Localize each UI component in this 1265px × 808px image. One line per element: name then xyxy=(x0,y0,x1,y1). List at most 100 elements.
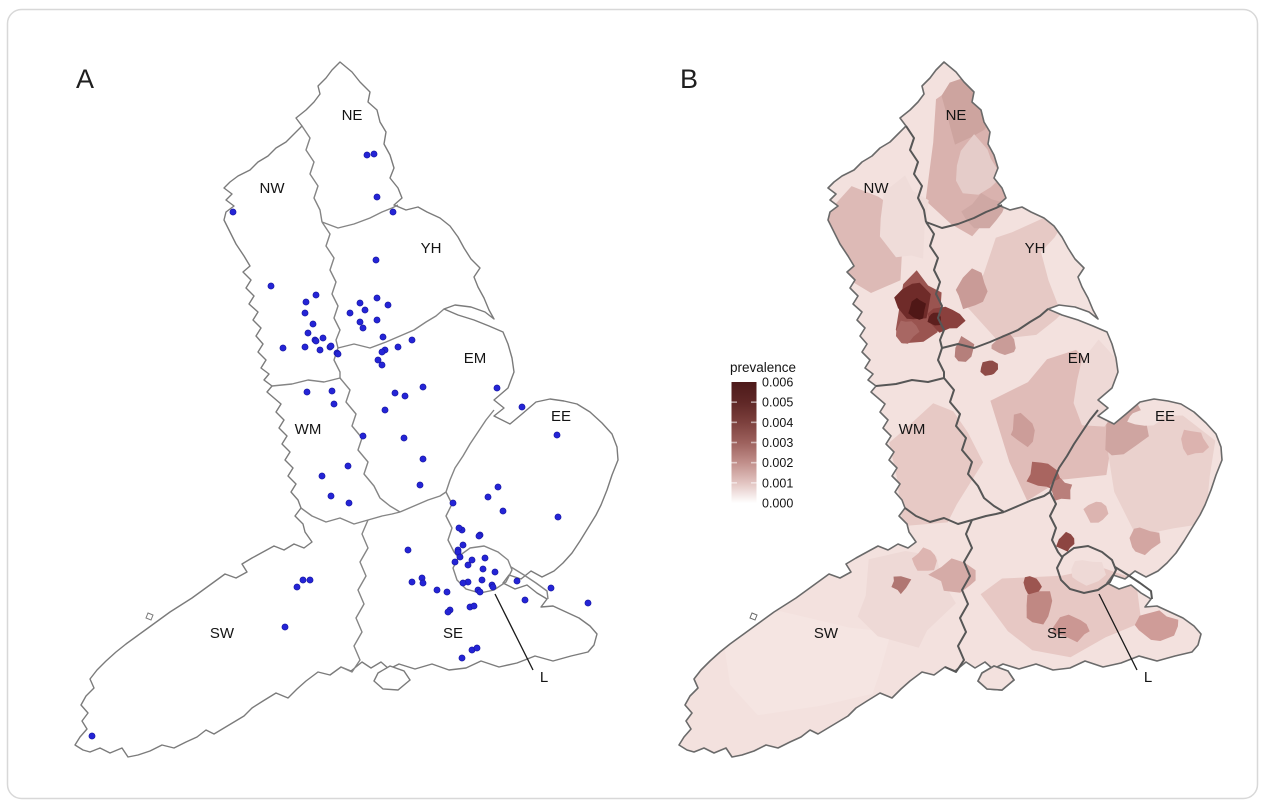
study-site-dot xyxy=(328,493,334,499)
study-site-dot xyxy=(460,542,466,548)
study-site-dot xyxy=(300,577,306,583)
study-site-dot xyxy=(490,584,496,590)
study-site-dot xyxy=(456,525,462,531)
study-site-dot xyxy=(374,295,380,301)
region-label-em: EM xyxy=(1068,350,1091,367)
study-site-dot xyxy=(302,344,308,350)
study-site-dot xyxy=(514,578,520,584)
region-label-sw: SW xyxy=(814,625,839,642)
study-site-dot xyxy=(500,508,506,514)
region-label-wm: WM xyxy=(899,421,926,438)
region-label-sw: SW xyxy=(210,625,235,642)
legend-tick-label: 0.002 xyxy=(762,456,793,470)
study-site-dot xyxy=(360,325,366,331)
study-site-dot xyxy=(230,209,236,215)
study-site-dot xyxy=(382,407,388,413)
study-site-dot xyxy=(401,435,407,441)
prevalence-legend: prevalence 0.006 0.005 0.004 0.003 0.002 0.00… xyxy=(730,360,796,511)
region-label-em: EM xyxy=(464,350,487,367)
study-site-dot xyxy=(317,347,323,353)
study-site-dot xyxy=(305,330,311,336)
study-site-dot xyxy=(364,152,370,158)
study-site-dot xyxy=(380,334,386,340)
study-site-dot xyxy=(474,645,480,651)
study-site-dot xyxy=(460,580,466,586)
region-label-wm: WM xyxy=(295,421,322,438)
study-site-dot xyxy=(379,349,385,355)
study-site-dot xyxy=(302,310,308,316)
figure-card: A B NENWYHEMEEWMSWSEL NENWYHEMEEWMSWSEL … xyxy=(0,0,1265,808)
study-site-dot xyxy=(477,589,483,595)
study-site-dot xyxy=(482,555,488,561)
study-site-dot xyxy=(357,319,363,325)
region-label-ee: EE xyxy=(551,408,571,425)
study-site-dot xyxy=(409,337,415,343)
study-site-dot xyxy=(476,533,482,539)
study-site-dot xyxy=(373,257,379,263)
study-site-dot xyxy=(479,577,485,583)
study-site-dot xyxy=(522,597,528,603)
study-site-dot xyxy=(385,302,391,308)
region-label-yh: YH xyxy=(1025,240,1046,257)
study-site-dot xyxy=(554,432,560,438)
study-site-dot xyxy=(357,300,363,306)
region-label-yh: YH xyxy=(421,240,442,257)
study-site-dot xyxy=(450,500,456,506)
study-site-dot xyxy=(409,579,415,585)
region-label-l: L xyxy=(540,669,548,686)
study-site-dot xyxy=(379,362,385,368)
region-label-nw: NW xyxy=(864,180,890,197)
study-site-dot xyxy=(420,580,426,586)
study-site-dot xyxy=(445,609,451,615)
study-site-dot xyxy=(519,404,525,410)
study-site-dot xyxy=(313,338,319,344)
region-label-ne: NE xyxy=(342,107,363,124)
legend-tick-label: 0.005 xyxy=(762,396,793,410)
study-site-dot xyxy=(335,351,341,357)
region-label-se: SE xyxy=(443,625,463,642)
legend-tick-label: 0.003 xyxy=(762,436,793,450)
study-site-dot xyxy=(294,584,300,590)
study-site-dot xyxy=(362,307,368,313)
study-site-dot xyxy=(548,585,554,591)
panel-a-label: A xyxy=(76,64,94,94)
study-site-dot xyxy=(452,559,458,565)
study-site-dot xyxy=(304,389,310,395)
study-site-dot xyxy=(405,547,411,553)
study-site-dot xyxy=(402,393,408,399)
region-label-l: L xyxy=(1144,669,1152,686)
study-site-dot xyxy=(459,655,465,661)
study-site-dot xyxy=(485,494,491,500)
legend-title: prevalence xyxy=(730,360,796,375)
study-site-dot xyxy=(457,554,463,560)
study-site-dot xyxy=(331,401,337,407)
study-site-dot xyxy=(307,577,313,583)
study-site-dot xyxy=(319,473,325,479)
study-site-dot xyxy=(303,299,309,305)
small-island xyxy=(146,613,153,620)
study-site-dot xyxy=(469,557,475,563)
study-site-dot xyxy=(434,587,440,593)
study-site-dot xyxy=(320,335,326,341)
region-label-ne: NE xyxy=(946,107,967,124)
study-site-dot xyxy=(328,343,334,349)
study-site-dot xyxy=(555,514,561,520)
study-site-dot xyxy=(347,310,353,316)
study-site-dot xyxy=(471,603,477,609)
study-site-dot xyxy=(371,151,377,157)
legend-tick-label: 0.004 xyxy=(762,416,793,430)
study-site-dot xyxy=(310,321,316,327)
legend-tick-label: 0.000 xyxy=(762,497,793,511)
study-site-dot xyxy=(492,569,498,575)
panel-b-label: B xyxy=(680,64,698,94)
study-site-dot xyxy=(495,484,501,490)
study-site-dot xyxy=(390,209,396,215)
england-maps-figure: A B NENWYHEMEEWMSWSEL NENWYHEMEEWMSWSEL … xyxy=(0,0,1265,808)
study-site-dot xyxy=(392,390,398,396)
study-site-dot xyxy=(444,589,450,595)
legend-tick-label: 0.006 xyxy=(762,376,793,390)
study-site-dot xyxy=(360,433,366,439)
study-site-dot xyxy=(282,624,288,630)
study-site-dot xyxy=(417,482,423,488)
study-site-dot xyxy=(585,600,591,606)
